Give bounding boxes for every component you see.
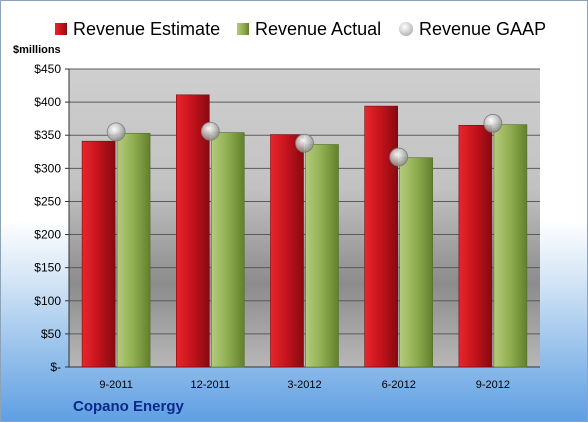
company-name: Copano Energy: [73, 398, 184, 415]
gaap-markers: [106, 113, 503, 167]
x-tick-label: 3-2012: [287, 379, 321, 391]
y-tick-label: $100: [34, 294, 61, 308]
bar-revenue-estimate: [176, 94, 210, 368]
bar-revenue-actual: [211, 132, 245, 368]
y-tick-label: $150: [34, 261, 61, 275]
y-tick-label: $450: [34, 62, 61, 76]
y-axis-unit-label: $millions: [13, 44, 61, 56]
bar-revenue-actual: [399, 157, 434, 368]
legend-label-actual: Revenue Actual: [255, 18, 382, 39]
chart-legend: Revenue Estimate Revenue Actual Revenue …: [1, 15, 588, 43]
y-tick-label: $300: [34, 161, 61, 175]
legend-swatch-gaap: [399, 22, 413, 36]
bar-revenue-actual: [116, 132, 151, 368]
y-tick-label: $250: [34, 194, 61, 208]
y-tick-label: $-: [50, 360, 61, 374]
marker-revenue-gaap: [106, 122, 126, 142]
legend-item-revenue-gaap: Revenue GAAP: [399, 15, 546, 43]
marker-revenue-gaap: [295, 133, 314, 153]
legend-swatch-estimate: [55, 23, 67, 35]
legend-item-revenue-actual: Revenue Actual: [237, 15, 381, 43]
axis-labels: $- $50 $100 $150 $200 $250 $300 $350 $400 $450 9-2…: [34, 62, 510, 391]
y-tick-label: $50: [41, 327, 61, 341]
bar-revenue-estimate: [81, 140, 116, 368]
bar-revenue-estimate: [364, 105, 399, 368]
marker-revenue-gaap: [200, 121, 220, 141]
legend-label-estimate: Revenue Estimate: [73, 18, 221, 39]
y-tick-label: $200: [34, 228, 61, 242]
legend-swatch-actual: [237, 23, 249, 35]
legend-item-revenue-estimate: Revenue Estimate: [55, 15, 220, 43]
x-tick-label: 9-2011: [99, 379, 132, 391]
bars: [81, 94, 528, 368]
marker-revenue-gaap: [483, 113, 503, 133]
y-tick-label: $400: [34, 95, 61, 109]
x-tick-label: 9-2012: [476, 379, 510, 391]
bar-revenue-estimate: [270, 134, 304, 368]
x-tick-label: 6-2012: [382, 379, 416, 391]
bar-revenue-estimate: [458, 124, 493, 368]
marker-revenue-gaap: [389, 147, 409, 167]
bar-revenue-actual: [493, 124, 528, 368]
y-tick-label: $350: [34, 128, 61, 142]
x-tick-label: 12-2011: [191, 379, 231, 391]
legend-label-gaap: Revenue GAAP: [419, 18, 547, 39]
bar-revenue-actual: [305, 144, 339, 368]
